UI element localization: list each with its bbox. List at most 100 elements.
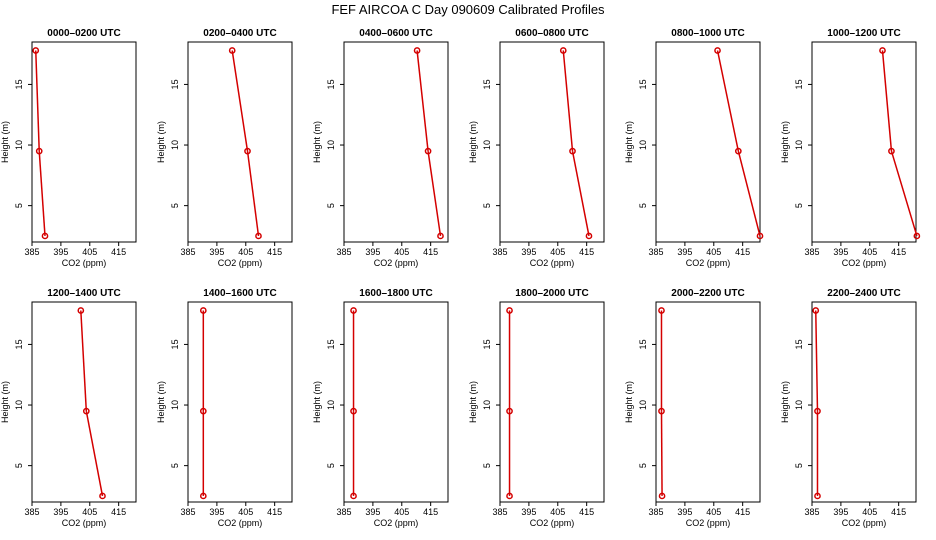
- panel-title: 0400–0600 UTC: [359, 28, 432, 39]
- data-point: [812, 307, 820, 314]
- x-tick-label: 405: [394, 247, 409, 257]
- profile-segment: [38, 151, 46, 236]
- x-tick-label: 405: [394, 507, 409, 517]
- y-axis-label: Height (m): [156, 381, 166, 423]
- panel-title: 1200–1400 UTC: [47, 288, 120, 299]
- panel-title: 1600–1800 UTC: [359, 288, 432, 299]
- profile-panel: 2200–2400 UTC 385 395 405 415 5 10 15 CO2 (ppm) H…: [780, 288, 917, 528]
- x-tick-label: 415: [735, 507, 750, 517]
- x-axis-label: CO2 (ppm): [842, 518, 887, 528]
- y-tick-label: 10: [14, 400, 24, 410]
- x-axis-label: CO2 (ppm): [374, 258, 419, 268]
- y-tick-label: 5: [482, 463, 492, 468]
- x-tick-label: 415: [891, 507, 906, 517]
- data-point: [658, 407, 665, 415]
- data-point: [879, 47, 886, 54]
- x-tick-label: 385: [804, 247, 819, 257]
- y-tick-label: 10: [482, 140, 492, 150]
- profile-segment: [571, 150, 590, 237]
- x-tick-label: 395: [365, 247, 380, 257]
- profile-segment: [85, 410, 104, 497]
- panel-title: 2000–2200 UTC: [671, 288, 744, 299]
- data-point: [32, 47, 40, 54]
- data-point: [199, 307, 207, 314]
- x-tick-label: 415: [111, 247, 126, 257]
- profile-panel: 0000–0200 UTC 385 395 405 415 5 10 15 CO2 (ppm) H…: [0, 28, 137, 268]
- profile-panel: 1800–2000 UTC 385 395 405 415 5 10 15 CO2 (ppm) H…: [468, 288, 605, 528]
- data-point: [814, 492, 821, 500]
- profile-segment: [881, 50, 893, 152]
- x-tick-label: 385: [24, 507, 39, 517]
- y-axis-label: Height (m): [624, 121, 634, 163]
- data-point: [658, 307, 665, 314]
- data-point: [350, 307, 357, 314]
- profile-panel: 0400–0600 UTC 385 395 405 415 5 10 15 CO2 (ppm) H…: [312, 28, 449, 268]
- y-axis-label: Height (m): [312, 381, 322, 423]
- data-point: [506, 407, 513, 415]
- x-tick-label: 395: [833, 507, 848, 517]
- data-point: [888, 147, 895, 155]
- profile-segment: [737, 150, 761, 237]
- data-point: [350, 492, 357, 500]
- x-tick-label: 415: [267, 247, 282, 257]
- data-point: [199, 407, 207, 415]
- data-point: [569, 147, 576, 155]
- x-axis-label: CO2 (ppm): [374, 518, 419, 528]
- y-tick-label: 5: [170, 463, 180, 468]
- y-tick-label: 15: [326, 339, 336, 349]
- panel-title: 0600–0800 UTC: [515, 28, 588, 39]
- data-point: [913, 232, 921, 240]
- y-tick-label: 10: [170, 400, 180, 410]
- plot-frame: [187, 301, 293, 503]
- profile-segment: [246, 150, 260, 237]
- y-tick-label: 15: [170, 79, 180, 89]
- data-point: [734, 147, 742, 155]
- y-axis-label: Height (m): [468, 121, 478, 163]
- plot-frame: [31, 41, 137, 243]
- data-point: [814, 407, 821, 415]
- data-point: [506, 492, 513, 500]
- y-tick-label: 15: [794, 339, 804, 349]
- plot-frame: [811, 41, 917, 243]
- x-tick-label: 405: [706, 247, 721, 257]
- y-tick-label: 10: [638, 400, 648, 410]
- x-axis-label: CO2 (ppm): [218, 518, 263, 528]
- profile-panel: 0200–0400 UTC 385 395 405 415 5 10 15 CO2 (ppm) H…: [156, 28, 293, 268]
- y-tick-label: 10: [326, 140, 336, 150]
- y-tick-label: 15: [794, 79, 804, 89]
- x-tick-label: 395: [521, 507, 536, 517]
- x-tick-label: 385: [492, 247, 507, 257]
- x-tick-label: 415: [891, 247, 906, 257]
- panel-title: 1800–2000 UTC: [515, 288, 588, 299]
- x-tick-label: 415: [579, 507, 594, 517]
- profile-panel: 1200–1400 UTC 385 395 405 415 5 10 15 CO2 (ppm) H…: [0, 288, 137, 528]
- data-point: [413, 47, 421, 54]
- profile-segment: [80, 310, 88, 412]
- profile-panel: 1600–1800 UTC 385 395 405 415 5 10 15 CO2 (ppm) H…: [312, 288, 449, 528]
- y-axis-label: Height (m): [0, 381, 10, 423]
- x-tick-label: 395: [677, 247, 692, 257]
- x-tick-label: 405: [238, 507, 253, 517]
- y-tick-label: 5: [326, 203, 336, 208]
- profile-panel: 2000–2200 UTC 385 395 405 415 5 10 15 CO2 (ppm) H…: [624, 288, 761, 528]
- data-point: [350, 407, 357, 415]
- data-point: [99, 492, 106, 500]
- y-tick-label: 10: [794, 140, 804, 150]
- x-tick-label: 395: [521, 247, 536, 257]
- y-tick-label: 15: [14, 339, 24, 349]
- y-tick-label: 5: [14, 203, 24, 208]
- y-tick-label: 5: [14, 463, 24, 468]
- data-point: [244, 147, 251, 155]
- y-tick-label: 5: [482, 203, 492, 208]
- x-tick-label: 385: [648, 247, 663, 257]
- y-tick-label: 10: [638, 140, 648, 150]
- y-axis-label: Height (m): [624, 381, 634, 423]
- y-tick-label: 15: [14, 79, 24, 89]
- data-point: [41, 232, 49, 240]
- data-point: [714, 47, 721, 54]
- y-tick-label: 5: [794, 463, 804, 468]
- y-tick-label: 10: [14, 140, 24, 150]
- profile-segment: [890, 150, 918, 237]
- data-point: [35, 147, 43, 155]
- plot-frame: [811, 301, 917, 503]
